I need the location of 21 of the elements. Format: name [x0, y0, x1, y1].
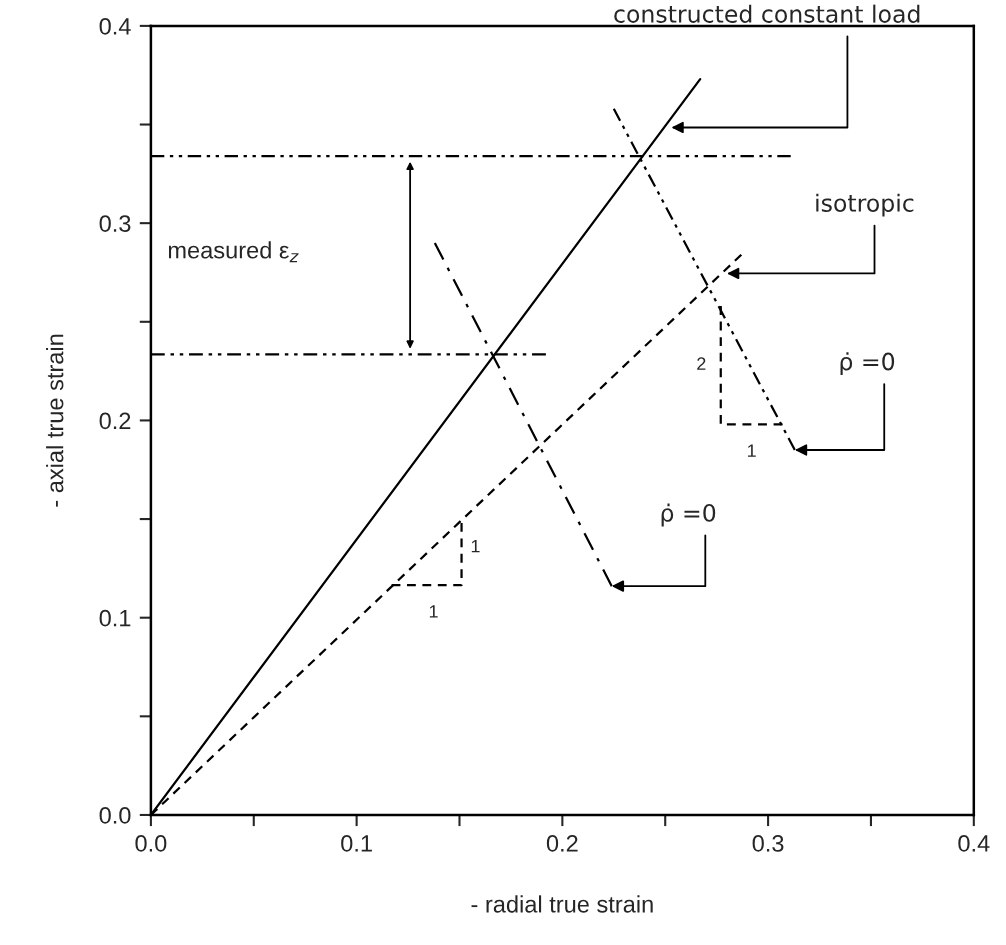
x-tick-label: 0.0 [135, 835, 167, 852]
annotation: 1 [747, 444, 756, 457]
x-axis-title: - radial true strain [471, 895, 653, 913]
annotation: isotropic [816, 193, 914, 217]
y-tick-label: 0.2 [99, 412, 131, 430]
annotation: 2 [697, 357, 706, 370]
y-tick-label: 0.4 [99, 17, 131, 35]
annotation: 1 [471, 539, 480, 553]
annotation: constructed constant load [614, 4, 920, 23]
y-tick-label: 0.1 [99, 609, 131, 627]
annotation: ρ̇ =0 [661, 503, 716, 527]
y-tick-label: 0.0 [99, 807, 131, 824]
x-tick-label: 0.4 [958, 835, 990, 852]
annotation: 1 [429, 605, 438, 618]
x-tick-label: 0.3 [752, 835, 784, 852]
annotation: measured ε$_{z}$ [168, 241, 299, 263]
annotation: ρ̇ =0 [840, 352, 895, 376]
x-tick-label: 0.1 [341, 835, 372, 852]
y-tick-label: 0.3 [99, 215, 131, 232]
x-tick-label: 0.2 [546, 835, 578, 852]
y-axis-title: - axial true strain [46, 334, 64, 507]
